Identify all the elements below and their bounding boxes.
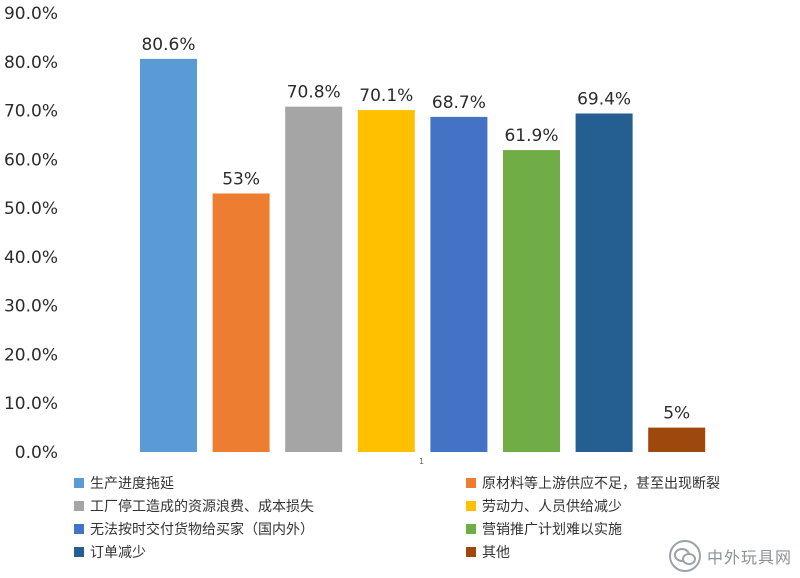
y-axis-tick-label: 70.0% — [4, 102, 58, 122]
bar-data-label: 69.4% — [577, 89, 631, 109]
bar-data-label: 68.7% — [432, 93, 486, 113]
bar — [430, 117, 487, 452]
watermark-text: 中外玩具网 — [707, 544, 792, 568]
y-axis-tick-label: 40.0% — [4, 248, 58, 268]
bar — [285, 107, 342, 452]
y-axis-tick-label: 60.0% — [4, 150, 58, 170]
watermark: 中外玩具网 — [669, 540, 792, 572]
wechat-icon — [669, 540, 701, 572]
bar-data-label: 80.6% — [141, 35, 195, 55]
y-axis-tick-label: 50.0% — [4, 199, 58, 219]
y-axis-tick-label: 90.0% — [4, 4, 58, 24]
y-axis-tick-label: 20.0% — [4, 345, 58, 365]
bar-data-label: 5% — [663, 404, 690, 424]
bar-data-label: 70.8% — [287, 83, 341, 103]
bar-data-label: 70.1% — [359, 86, 413, 106]
y-axis-tick-label: 0.0% — [15, 443, 58, 463]
bar — [213, 193, 270, 452]
bar-data-label: 53% — [222, 169, 260, 189]
x-axis-tick-label: 1 — [419, 457, 424, 466]
y-axis-tick-label: 30.0% — [4, 297, 58, 317]
bar — [358, 110, 415, 452]
bar — [648, 428, 705, 452]
bar — [140, 59, 197, 452]
bar-data-label: 61.9% — [504, 126, 558, 146]
bar — [503, 150, 560, 452]
y-axis-tick-label: 10.0% — [4, 394, 58, 414]
bar — [576, 113, 633, 452]
y-axis-tick-label: 80.0% — [4, 53, 58, 73]
